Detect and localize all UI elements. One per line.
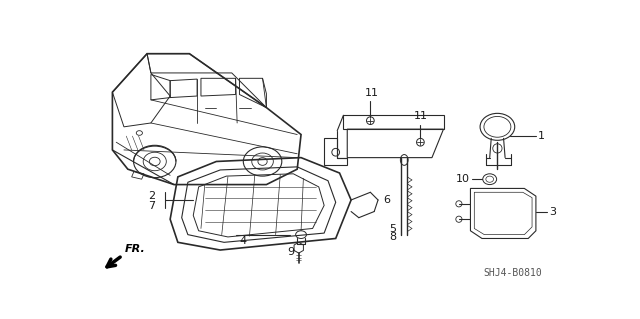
Text: 3: 3 — [549, 206, 556, 217]
Text: 9: 9 — [287, 247, 294, 257]
Text: 2: 2 — [148, 191, 156, 201]
Text: 10: 10 — [456, 174, 470, 184]
Text: 8: 8 — [390, 232, 397, 242]
Text: 1: 1 — [538, 131, 545, 141]
Text: 4: 4 — [239, 236, 246, 246]
Text: SHJ4-B0810: SHJ4-B0810 — [483, 268, 542, 278]
Text: 11: 11 — [414, 111, 428, 122]
Text: FR.: FR. — [125, 244, 145, 254]
Text: 11: 11 — [365, 88, 379, 98]
Text: 7: 7 — [148, 201, 156, 211]
Text: 6: 6 — [383, 195, 390, 205]
Text: 5: 5 — [390, 224, 397, 234]
